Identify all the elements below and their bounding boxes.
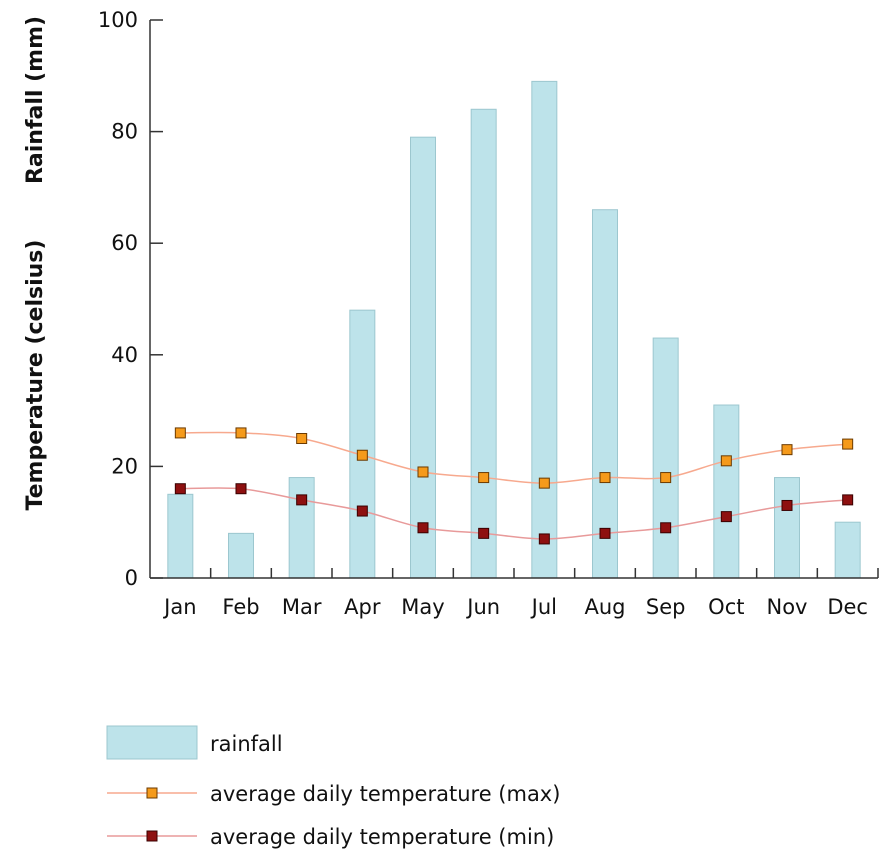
- x-tick-label: Dec: [827, 595, 868, 619]
- y-tick-label: 60: [111, 231, 138, 255]
- temp-min-point: [356, 505, 368, 517]
- rainfall-bar: [349, 309, 376, 579]
- temp-max-point: [296, 433, 308, 444]
- x-tick-label: Oct: [708, 595, 744, 619]
- temp-min-point: [174, 483, 186, 495]
- legend: rainfall average daily temperature (max)…: [106, 725, 560, 849]
- y-tick-label: 100: [98, 8, 138, 32]
- rainfall-bar: [288, 477, 315, 579]
- x-tick-label: Nov: [767, 595, 808, 619]
- x-ticks: Jan Feb Mar Apr May Jun Jul Aug Sep Oct Nov Dec: [162, 568, 879, 619]
- rainfall-bar: [713, 404, 740, 579]
- temp-min-point: [478, 527, 490, 539]
- temp-max-point: [599, 472, 611, 484]
- temp-min-point: [296, 494, 308, 506]
- temperature-lines: [174, 427, 854, 545]
- temp-max-point: [235, 427, 247, 439]
- temp-max-point: [538, 477, 550, 489]
- rainfall-bar: [410, 136, 436, 579]
- y-axis-title-rainfall: Rainfall (mm): [23, 16, 48, 184]
- legend-marker-max: [146, 787, 158, 799]
- temp-min-point: [538, 533, 550, 545]
- rainfall-bar: [592, 209, 618, 579]
- rainfall-bar: [834, 521, 861, 579]
- legend-label-max: average daily temperature (max): [210, 782, 560, 806]
- y-tick-label: 40: [111, 343, 138, 367]
- x-tick-label: May: [401, 595, 444, 619]
- temp-max-point: [174, 427, 186, 439]
- rainfall-bars: [167, 80, 861, 579]
- x-tick-label: Jan: [162, 595, 196, 619]
- y-ticks: 0 20 40 60 80 100: [98, 8, 163, 590]
- rainfall-bar: [774, 477, 800, 579]
- legend-label-rainfall: rainfall: [210, 732, 283, 756]
- temp-min-point: [235, 483, 247, 495]
- x-tick-label: Jul: [530, 595, 557, 619]
- temp-min-point: [781, 499, 793, 511]
- temp-min-point: [660, 522, 672, 534]
- temp-max-point: [356, 449, 368, 461]
- axes: [149, 20, 878, 579]
- temp-min-point: [417, 522, 429, 534]
- rainfall-bar: [652, 337, 679, 579]
- y-tick-label: 0: [125, 566, 138, 590]
- x-tick-label: Mar: [282, 595, 322, 619]
- y-axis-title-temperature: Temperature (celsius): [23, 240, 48, 511]
- temp-max-point: [720, 455, 732, 467]
- x-tick-label: Apr: [344, 595, 381, 619]
- rainfall-bar: [531, 80, 558, 579]
- temp-max-point: [781, 444, 793, 456]
- temp-max-line: [180, 431, 848, 484]
- rainfall-bar: [167, 493, 194, 579]
- temp-max-point: [478, 472, 490, 484]
- legend-swatch-rainfall: [106, 725, 198, 760]
- y-tick-label: 80: [111, 120, 138, 144]
- rainfall-bar: [228, 532, 254, 579]
- temp-max-point: [417, 466, 429, 478]
- x-tick-label: Aug: [584, 595, 625, 619]
- x-tick-label: Feb: [222, 595, 259, 619]
- y-tick-label: 20: [111, 454, 138, 478]
- rainfall-bar: [470, 108, 497, 579]
- temp-min-line: [180, 487, 848, 540]
- temp-min-point: [599, 527, 611, 539]
- legend-label-min: average daily temperature (min): [210, 825, 554, 849]
- temp-min-point: [720, 511, 732, 523]
- x-tick-label: Jun: [465, 595, 500, 619]
- x-tick-label: Sep: [646, 595, 686, 619]
- temp-max-point: [660, 472, 672, 484]
- temp-min-point: [842, 494, 854, 506]
- temp-max-point: [842, 438, 854, 450]
- legend-marker-min: [146, 830, 158, 842]
